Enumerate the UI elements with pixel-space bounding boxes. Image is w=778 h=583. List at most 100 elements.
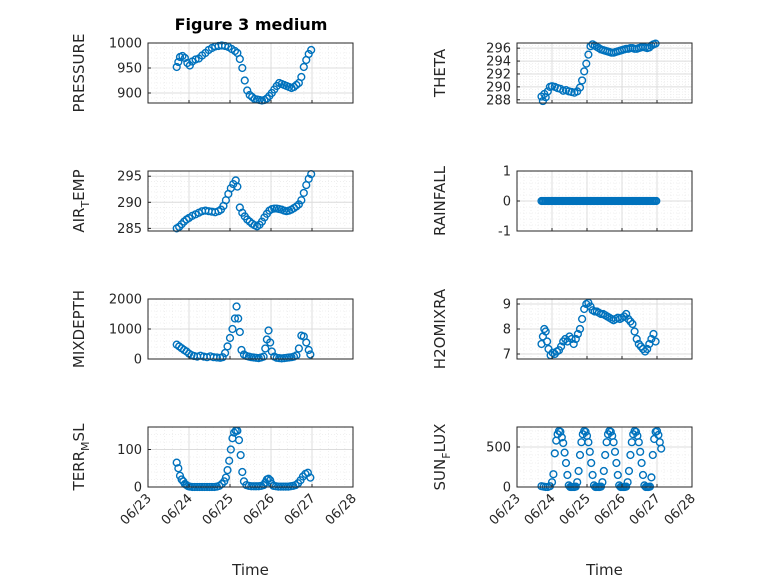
y-tick-label: 290	[486, 80, 511, 95]
data-series	[537, 298, 660, 360]
data-point	[257, 217, 267, 226]
data-point	[575, 83, 585, 92]
data-point	[601, 450, 610, 460]
data-point	[632, 334, 641, 344]
data-point	[218, 353, 227, 362]
data-point	[636, 447, 645, 456]
y-axis-label-tail: SL	[70, 423, 88, 442]
data-series	[172, 170, 316, 233]
subplot-5: 0 1000 2000 MIXDEPTH	[70, 290, 354, 368]
plot-area	[517, 427, 692, 487]
data-point	[630, 327, 639, 336]
y-axis-label-main: H2OMIXRA	[431, 288, 449, 369]
y-axis-label-subscript: T	[79, 201, 92, 209]
data-point	[302, 338, 311, 347]
subplot-4: -1 0 1 RAINFALL	[431, 165, 693, 240]
data-point	[252, 482, 261, 491]
data-point	[582, 59, 591, 68]
data-point	[174, 464, 183, 473]
data-point	[573, 478, 582, 487]
y-tick-label: 9	[503, 298, 511, 313]
data-point	[584, 438, 593, 447]
data-point	[543, 87, 552, 96]
y-tick-label: 950	[117, 62, 142, 77]
data-point	[652, 196, 661, 206]
data-point	[306, 350, 315, 359]
data-point	[237, 345, 246, 355]
y-axis-label: RAINFALL	[431, 165, 449, 236]
data-point	[612, 458, 621, 468]
data-point	[585, 447, 594, 456]
y-axis-label-main: PRESSURE	[70, 34, 88, 113]
data-point	[299, 62, 308, 72]
y-axis-label-main: TERR	[70, 451, 88, 492]
axes-box	[516, 42, 693, 104]
data-point	[270, 204, 279, 213]
y-tick-label: 285	[117, 222, 142, 237]
data-point	[623, 478, 632, 487]
y-tick-label: 1000	[109, 323, 142, 338]
data-point	[223, 466, 232, 475]
y-tick-label: 900	[117, 87, 142, 102]
data-point	[559, 438, 568, 448]
data-series	[537, 196, 661, 206]
y-axis-label-main: SUN	[431, 459, 449, 491]
data-point	[259, 352, 268, 361]
data-point	[647, 334, 656, 344]
axes-box	[147, 170, 354, 232]
data-point	[220, 477, 229, 486]
data-point	[292, 202, 301, 211]
data-point	[238, 63, 247, 73]
data-point	[234, 436, 244, 445]
y-tick-label: 1000	[109, 37, 142, 52]
data-point	[575, 324, 585, 334]
data-point	[541, 327, 550, 336]
y-axis-label: TERRMSL	[70, 423, 92, 492]
data-point	[574, 466, 583, 476]
data-point	[225, 333, 235, 343]
data-point	[235, 327, 244, 337]
data-point	[545, 482, 555, 491]
subplot-3: 285 290 295 AIRTEMP	[70, 169, 354, 237]
y-tick-label: 0	[503, 195, 511, 210]
y-tick-label: 296	[486, 42, 511, 57]
y-tick-label: 100	[117, 443, 142, 458]
y-axis-label: SUNFLUX	[431, 424, 453, 491]
y-axis-label-main: RAINFALL	[431, 165, 449, 236]
figure-title: Figure 3 medium	[175, 15, 328, 34]
data-point	[212, 353, 221, 362]
data-point	[223, 342, 232, 351]
data-point	[628, 319, 637, 329]
data-point	[577, 314, 587, 324]
data-point	[306, 473, 315, 482]
data-point	[626, 450, 635, 460]
data-point	[651, 39, 660, 48]
data-point	[304, 174, 313, 183]
data-point	[631, 427, 641, 436]
data-point	[657, 444, 666, 453]
y-tick-label: 2000	[109, 293, 142, 308]
data-point	[575, 450, 585, 460]
subplot-6: 7 8 9 H2OMIXRA	[431, 288, 693, 369]
y-axis-label-main: AIR	[70, 208, 88, 233]
data-point	[577, 76, 587, 85]
data-point	[598, 478, 607, 487]
data-point	[304, 49, 313, 59]
data-point	[230, 314, 240, 323]
data-point	[233, 182, 242, 191]
axes-box	[147, 42, 354, 104]
data-point	[243, 86, 252, 95]
data-point	[609, 438, 618, 447]
data-point	[584, 50, 593, 59]
data-point	[638, 470, 648, 480]
data-point	[610, 447, 620, 456]
x-axis-label: Time	[231, 561, 269, 579]
x-axis-label: Time	[585, 561, 623, 579]
y-axis-label: PRESSURE	[70, 34, 88, 113]
y-axis-label-main: MIXDEPTH	[70, 290, 88, 368]
y-axis-label-tail: LUX	[431, 424, 449, 453]
y-tick-label: 290	[117, 196, 142, 211]
data-point	[228, 324, 237, 334]
data-point	[622, 309, 631, 319]
